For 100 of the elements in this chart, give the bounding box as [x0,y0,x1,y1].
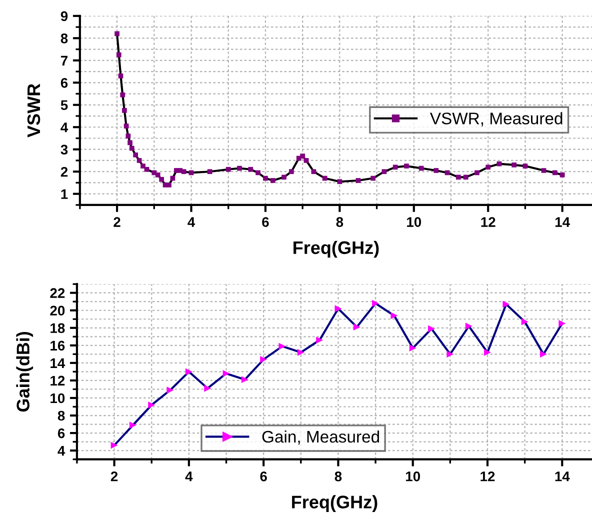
y-tick-label: 10 [50,393,65,404]
point [486,164,491,170]
x-tick-label: 2 [110,471,118,482]
y-tick-label: 16 [50,340,65,351]
point [560,172,565,178]
point [260,356,268,363]
point [263,176,268,181]
x-tick-label: 4 [185,472,193,482]
point [502,300,510,308]
x-tick-label: 10 [407,217,422,227]
point [110,442,118,449]
point [446,350,454,358]
y-tick-label: 18 [50,323,65,334]
y-tick-label: 8 [60,34,68,44]
point [124,124,129,128]
point [392,164,398,170]
point [237,166,242,171]
point [297,348,304,356]
point [166,182,172,188]
x-tick-label: 14 [555,472,570,482]
point [337,179,342,184]
y-tick-label: 6 [60,78,68,88]
point [316,336,324,344]
x-tick-label: 8 [334,471,342,482]
y-tick-label: 12 [50,376,65,386]
point [463,174,468,180]
x-tick-label: 6 [260,471,267,482]
x-tick-label: 4 [188,217,196,227]
point [382,169,387,174]
point [126,134,131,138]
x-tick-label: 6 [262,217,269,227]
point [428,325,435,332]
point [558,320,566,327]
y-tick-label: 4 [58,446,66,456]
point [456,174,461,180]
point [372,300,380,307]
point [390,312,398,320]
x-tick-label: 8 [336,217,344,227]
point [465,322,472,330]
y-tick-label: 9 [60,11,68,22]
x-tick-label: 12 [480,471,495,482]
point [356,178,361,183]
x-axis-title: Freq(GHz) [292,495,378,512]
y-tick-label: 20 [50,306,65,316]
point [241,376,248,384]
x-axis-title: Freq(GHz) [294,240,379,258]
point [370,176,376,181]
y-tick-label: 1 [61,189,68,199]
y-axis-title: VSWR [27,84,40,138]
point [474,170,480,176]
point [222,370,230,377]
x-tick-label: 12 [481,217,496,227]
x-tick-label: 2 [114,217,120,227]
point [353,324,360,330]
point [144,166,150,172]
y-tick-label: 22 [50,288,65,298]
y-tick-label: 5 [60,100,68,110]
point [128,140,132,146]
y-tick-label: 6 [58,428,65,438]
point [434,168,439,173]
point [148,402,156,408]
y-axis-title: Gain(dBi) [16,332,34,412]
point [140,164,146,168]
point [311,169,316,174]
point [226,166,231,172]
y-tick-label: 4 [60,122,68,132]
point [185,368,192,376]
point [248,166,254,172]
point [114,31,120,36]
point [118,74,124,78]
point [282,174,286,180]
y-tick-label: 14 [50,358,66,368]
point [129,422,136,429]
y-tick-label: 7 [60,56,68,66]
point [496,161,502,166]
point [522,164,528,168]
point [181,169,186,174]
point [322,176,328,181]
legend-label: VSWR, Measured [430,112,562,126]
point [120,92,126,98]
point [540,350,547,358]
point [207,169,212,174]
point [541,168,546,173]
point [409,344,416,352]
point [116,52,122,58]
point [289,169,294,174]
point [166,386,174,394]
x-tick-label: 14 [555,217,570,227]
point [404,164,409,168]
point [122,108,127,113]
legend-label: Gain, Measured [262,430,379,445]
point [133,152,138,158]
point [300,154,305,158]
point [270,178,276,183]
point [159,176,164,182]
point [334,305,342,312]
point [521,318,528,326]
point [136,158,142,163]
point [155,172,160,178]
point [204,384,212,392]
